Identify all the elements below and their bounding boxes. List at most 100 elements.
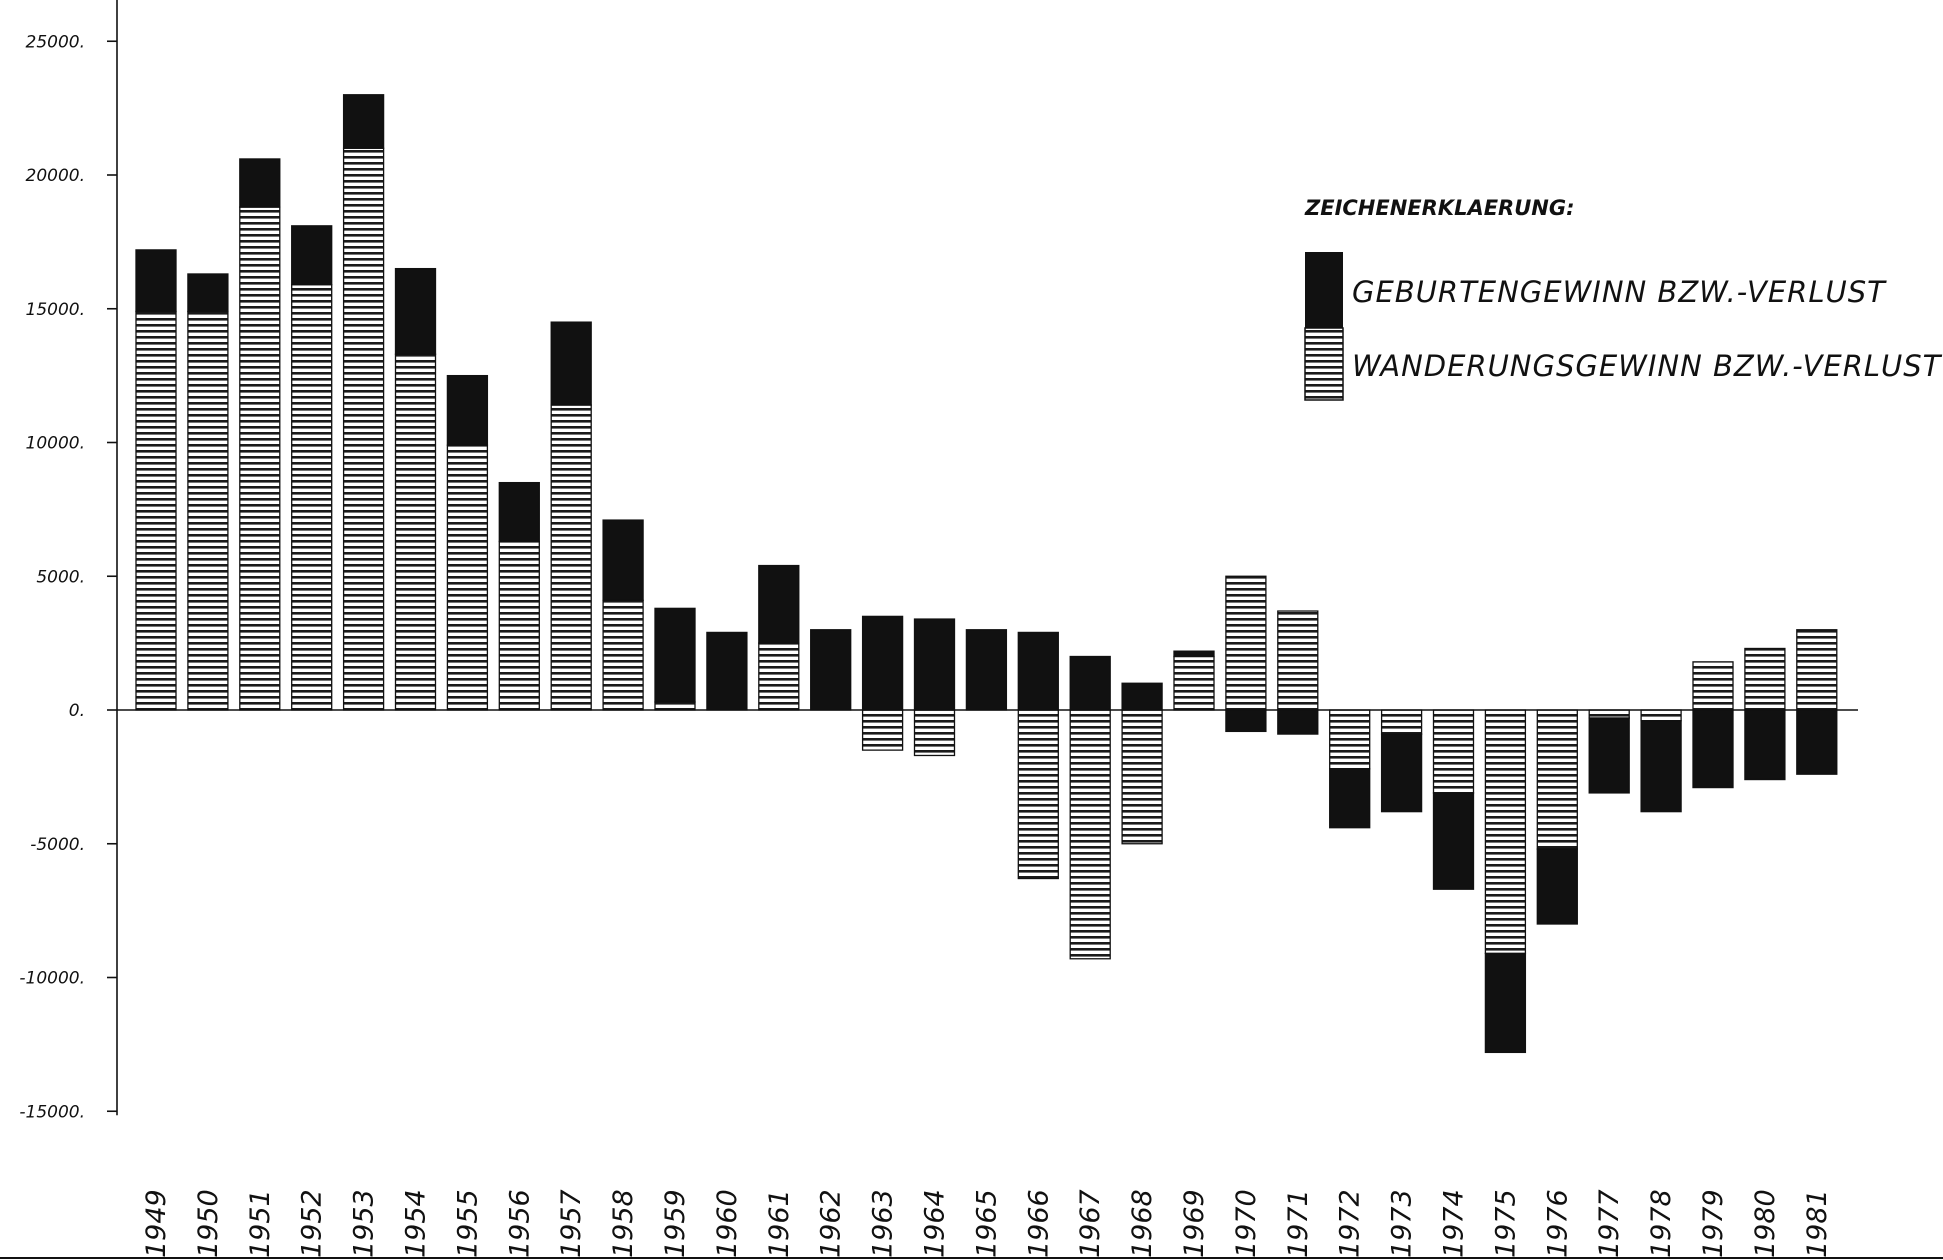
bar-births-segment	[1121, 682, 1163, 711]
legend-title: ZEICHENERKLAERUNG:	[1304, 196, 1575, 220]
x-tick-label: 1956	[504, 1189, 535, 1258]
bar-births-segment	[498, 481, 540, 543]
bar-births-segment	[342, 94, 385, 149]
y-tick-label: 20000.	[26, 166, 85, 186]
y-tick-label: 15000.	[26, 300, 85, 320]
bar-births-segment	[758, 564, 800, 644]
x-tick-label: 1949	[141, 1189, 172, 1258]
bar-births-segment	[1484, 952, 1527, 1054]
bar-migration-segment	[446, 444, 489, 711]
bar-births-segment	[1588, 717, 1630, 794]
x-tick-label: 1977	[1594, 1189, 1625, 1258]
bar-migration-segment	[1640, 709, 1682, 722]
bar-migration-segment	[135, 310, 177, 711]
x-tick-label: 1967	[1075, 1189, 1106, 1258]
legend-swatch-births	[1305, 252, 1343, 328]
bar-migration-segment	[394, 353, 437, 711]
legend-label-migration: WANDERUNGSGEWINN BZW.-VERLUST	[1352, 349, 1943, 383]
y-tick-label: 25000.	[26, 32, 85, 52]
bar-births-segment	[1017, 631, 1059, 711]
x-tick-label: 1973	[1387, 1189, 1418, 1258]
x-tick-label: 1972	[1335, 1189, 1366, 1258]
legend: ZEICHENERKLAERUNG: GEBURTENGEWINN BZW.-V…	[1304, 196, 1943, 401]
x-tick-label: 1980	[1750, 1189, 1781, 1258]
bar-migration-segment	[913, 709, 956, 757]
bar-births-segment	[446, 374, 489, 446]
bar-births-segment	[1069, 655, 1111, 711]
bar-births-segment	[602, 519, 644, 601]
bar-migration-segment	[239, 206, 281, 711]
bar-births-segment	[1225, 709, 1267, 733]
bar-migration-segment	[1329, 709, 1371, 770]
x-tick-label: 1966	[1023, 1189, 1054, 1258]
x-tick-label: 1963	[868, 1189, 899, 1258]
bar-migration-segment	[1017, 709, 1059, 880]
bars	[135, 94, 1838, 1054]
x-tick-label: 1971	[1283, 1189, 1314, 1258]
x-tick-label: 1957	[556, 1189, 587, 1258]
bar-migration-segment	[187, 310, 229, 711]
bar-births-segment	[1329, 768, 1371, 829]
y-tick-label: 0.	[69, 701, 85, 721]
x-tick-label: 1961	[764, 1189, 795, 1258]
y-axis: 25000. 20000. 15000. 10000. 5000. 0. -5000. -10…	[19, 0, 118, 1122]
x-tick-label: 1969	[1179, 1189, 1210, 1258]
bar-migration-segment	[1484, 709, 1527, 955]
bar-births-segment	[1432, 792, 1475, 890]
x-tick-label: 1955	[452, 1189, 483, 1258]
bar-births-segment	[550, 321, 592, 406]
bar-births-segment	[1173, 650, 1215, 658]
bar-migration-segment	[1432, 709, 1475, 794]
legend-swatch-migration	[1304, 327, 1344, 401]
bar-births-segment	[394, 267, 437, 355]
y-tick-label: 10000.	[26, 434, 85, 454]
x-tick-label: 1951	[245, 1189, 276, 1258]
bar-births-segment	[1380, 733, 1423, 813]
bar-births-segment	[239, 158, 281, 208]
x-tick-label: 1975	[1490, 1189, 1521, 1258]
bar-migration-segment	[550, 404, 592, 711]
x-tick-label: 1954	[401, 1189, 432, 1258]
x-axis-labels: 1949 1950 1951 1952 1953 1954 1955 1956 1957 1958…	[141, 1189, 1833, 1258]
bar-births-segment	[291, 225, 333, 286]
bar-migration-segment	[1173, 655, 1215, 711]
bar-migration-segment	[1796, 629, 1838, 711]
x-tick-label: 1952	[297, 1189, 328, 1258]
bar-migration-segment	[1744, 647, 1786, 711]
x-tick-label: 1970	[1231, 1189, 1262, 1258]
bar-births-segment	[135, 249, 177, 313]
x-tick-label: 1959	[660, 1189, 691, 1258]
bar-migration-segment	[291, 284, 333, 711]
bar-births-segment	[1640, 720, 1682, 813]
bar-migration-segment	[654, 701, 696, 711]
bar-births-segment	[654, 607, 696, 703]
x-tick-label: 1964	[920, 1189, 951, 1258]
bar-migration-segment	[861, 709, 904, 751]
bar-births-segment	[706, 631, 748, 711]
x-tick-label: 1978	[1646, 1189, 1677, 1258]
x-tick-label: 1962	[816, 1189, 847, 1258]
bar-migration-segment	[342, 147, 385, 711]
x-tick-label: 1968	[1127, 1189, 1158, 1258]
bar-births-segment	[187, 273, 229, 313]
x-tick-label: 1976	[1542, 1189, 1573, 1258]
bar-births-segment	[861, 615, 904, 711]
bar-migration-segment	[1277, 610, 1319, 711]
bar-births-segment	[1692, 709, 1734, 789]
x-tick-label: 1958	[608, 1189, 639, 1258]
x-tick-label: 1981	[1802, 1189, 1833, 1258]
bar-migration-segment	[758, 642, 800, 711]
x-tick-label: 1979	[1698, 1189, 1729, 1258]
bar-births-segment	[810, 629, 852, 711]
bar-migration-segment	[1588, 709, 1630, 719]
y-tick-label: -15000.	[19, 1102, 85, 1122]
x-tick-label: 1953	[349, 1189, 380, 1258]
x-tick-label: 1960	[712, 1189, 743, 1258]
bar-migration-segment	[1536, 709, 1578, 850]
bar-migration-segment	[498, 540, 540, 711]
bar-births-segment	[913, 618, 956, 711]
bar-births-segment	[1744, 709, 1786, 781]
bar-migration-segment	[602, 599, 644, 711]
y-tick-label: 5000.	[36, 567, 85, 587]
